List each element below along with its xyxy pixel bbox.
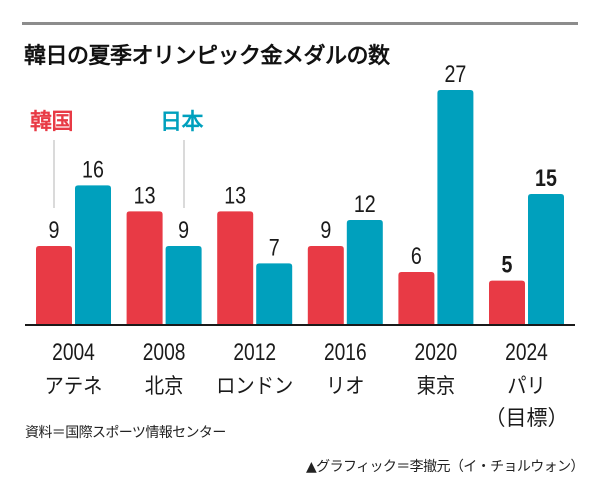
x-tick-note-2024: （目標） bbox=[485, 406, 569, 430]
x-tick-city-2016: リオ bbox=[326, 373, 365, 398]
x-tick-city-2012: ロンドン bbox=[216, 373, 293, 398]
x-tick-year-2012: 2012 bbox=[233, 338, 276, 366]
value-label-korea-2012: 13 bbox=[224, 181, 246, 208]
value-label-japan-2008: 9 bbox=[178, 216, 189, 243]
x-tick-year-2024: 2024 bbox=[505, 338, 548, 366]
value-label-japan-2024: 15 bbox=[535, 164, 557, 191]
bar-japan-2008 bbox=[165, 246, 202, 324]
value-label-japan-2016: 12 bbox=[354, 190, 376, 217]
x-tick-city-2024: パリ bbox=[507, 373, 546, 398]
value-label-korea-2016: 9 bbox=[320, 216, 331, 243]
x-tick-city-2004: アテネ bbox=[45, 373, 103, 398]
x-tick-year-2016: 2016 bbox=[324, 338, 367, 366]
x-tick-year-2020: 2020 bbox=[415, 338, 458, 366]
bar-japan-2016 bbox=[346, 220, 383, 324]
value-label-korea-2020: 6 bbox=[411, 242, 422, 269]
value-label-korea-2004: 9 bbox=[49, 216, 60, 243]
bar-japan-2012 bbox=[256, 263, 293, 324]
bar-korea-2004 bbox=[36, 246, 72, 324]
value-label-korea-2024: 5 bbox=[502, 251, 513, 278]
x-tick-year-2008: 2008 bbox=[143, 338, 186, 366]
bar-japan-2020 bbox=[437, 90, 474, 324]
x-tick-city-2008: 北京 bbox=[145, 373, 184, 398]
value-label-japan-2004: 16 bbox=[82, 155, 104, 182]
value-label-korea-2008: 13 bbox=[134, 181, 156, 208]
graphic-credit: ▲グラフィック＝李撤元（イ・チョルウォン） bbox=[306, 459, 584, 475]
legend-korea: 韓国 bbox=[30, 110, 74, 135]
bar-japan-2004 bbox=[75, 185, 111, 324]
bar-japan-2024 bbox=[528, 194, 564, 324]
top-rule bbox=[22, 22, 578, 25]
x-tick-city-2020: 東京 bbox=[417, 373, 456, 398]
bar-korea-2008 bbox=[126, 211, 163, 324]
bar-korea-2020 bbox=[398, 272, 435, 324]
bar-korea-2012 bbox=[217, 211, 254, 324]
value-label-japan-2012: 7 bbox=[269, 233, 280, 260]
bar-korea-2016 bbox=[307, 246, 344, 324]
x-tick-year-2004: 2004 bbox=[52, 338, 95, 366]
legend-japan: 日本 bbox=[160, 110, 204, 135]
value-label-japan-2020: 27 bbox=[444, 60, 466, 87]
source-note: 資料＝国際スポーツ情報センター bbox=[25, 425, 226, 441]
chart-title: 韓日の夏季オリンピック金メダルの数 bbox=[24, 44, 390, 69]
bar-korea-2024 bbox=[489, 280, 525, 324]
